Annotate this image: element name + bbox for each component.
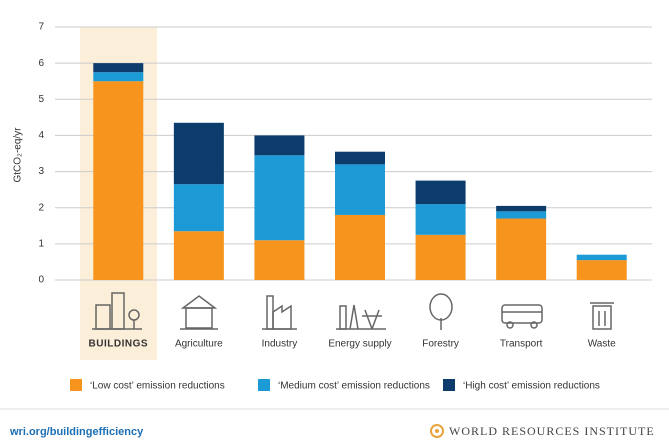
legend-swatch [258, 379, 270, 391]
bar-segment [335, 164, 385, 215]
bar-segment [415, 204, 466, 235]
category-icons [92, 292, 614, 330]
icon-energy [336, 304, 386, 330]
y-axis-label: GtCO₂-eq/yr [13, 127, 24, 183]
bar-segment [576, 254, 627, 261]
bar-segment [496, 218, 547, 280]
legend-swatch [70, 379, 82, 391]
publisher: WORLD RESOURCES INSTITUTE [449, 424, 655, 438]
legend-label: ‘Low cost’ emission reductions [90, 381, 225, 392]
x-tick-label: Industry [262, 339, 298, 350]
bar-segment [496, 211, 547, 219]
bar-segment [254, 135, 305, 156]
bar-segment [576, 260, 627, 280]
icon-transport [501, 304, 543, 329]
x-tick-label: Waste [588, 339, 616, 350]
legend-swatch [443, 379, 455, 391]
y-tick-label: 1 [38, 238, 44, 249]
icon-forestry [429, 293, 453, 330]
x-tick-label: Agriculture [175, 339, 223, 350]
y-tick-label: 4 [38, 130, 44, 141]
legend-label: ‘Medium cost’ emission reductions [278, 381, 430, 392]
bar-segment [173, 231, 224, 280]
y-tick-label: 7 [38, 22, 44, 33]
bar-segment [335, 151, 385, 165]
bar-segment [173, 184, 224, 232]
icon-buildings [92, 292, 142, 330]
bar-segment [254, 240, 305, 280]
icon-industry [262, 295, 297, 330]
x-tick-label: Forestry [422, 339, 459, 350]
bar-segment [415, 234, 466, 280]
y-tick-label: 3 [38, 166, 44, 177]
y-tick-label: 2 [38, 202, 44, 213]
bar-segment [93, 63, 144, 73]
bar-segment [415, 180, 466, 205]
bar-segment [254, 155, 305, 241]
bar-segment [173, 122, 224, 185]
y-tick-label: 6 [38, 58, 44, 69]
bar-segment [335, 214, 385, 280]
icon-agriculture [180, 295, 218, 330]
y-tick-label: 5 [38, 94, 44, 105]
x-tick-label: Transport [500, 339, 543, 350]
bar-segment [496, 205, 547, 212]
bar-segment [93, 72, 144, 82]
source: wri.org/buildingefficiency [9, 426, 144, 438]
x-tick-label: Energy supply [328, 339, 391, 350]
logo [430, 424, 444, 438]
icon-waste [590, 302, 614, 330]
y-tick-label: 0 [38, 275, 44, 286]
bar-segment [93, 81, 144, 280]
legend-label: ‘High cost’ emission reductions [463, 381, 600, 392]
x-tick-label: BUILDINGS [89, 339, 149, 350]
